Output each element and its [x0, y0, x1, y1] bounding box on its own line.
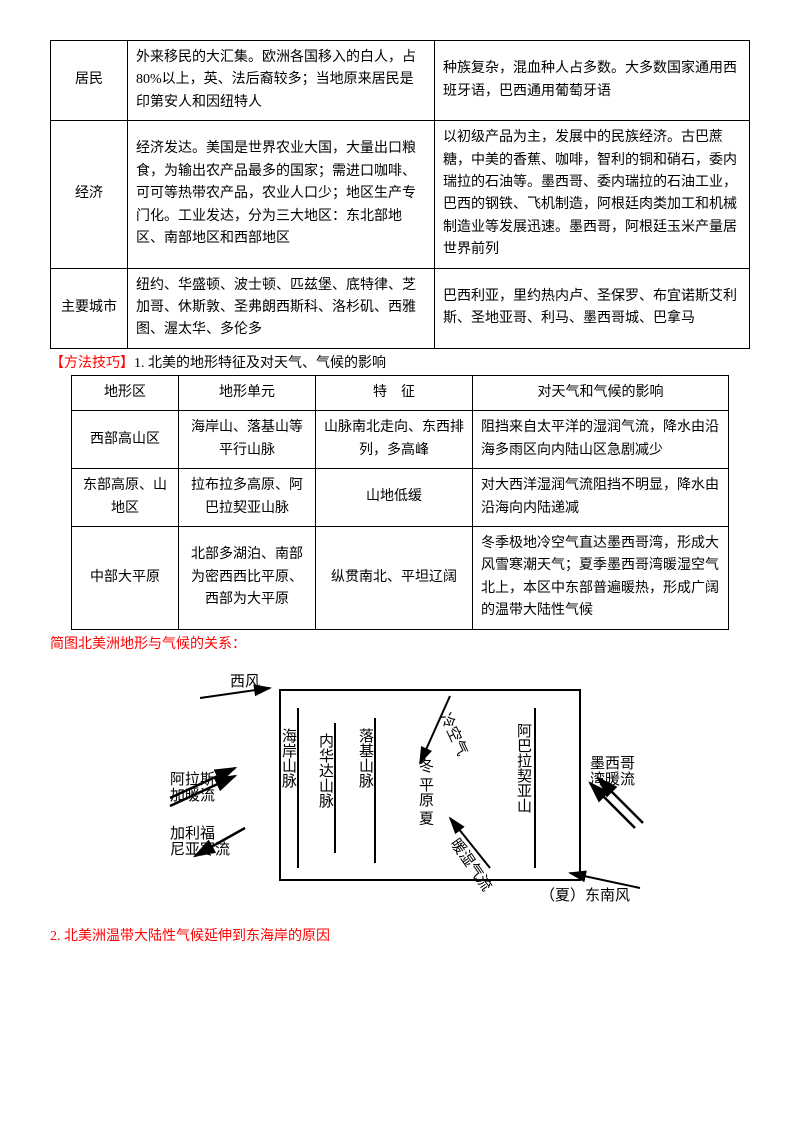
table-row: 主要城市 纽约、华盛顿、波士顿、匹兹堡、底特律、芝加哥、休斯敦、圣弗朗西斯科、洛… [51, 268, 750, 348]
header-cell: 对天气和气候的影响 [473, 376, 729, 411]
cell: 山地低缓 [316, 469, 473, 527]
method-label: 【方法技巧】 [50, 356, 134, 371]
cell: 北部多湖泊、南部为密西西比平原、西部为大平原 [179, 527, 316, 630]
label-xifeng: 西风 [230, 673, 260, 690]
label-luoji: 落基山脉 [357, 728, 374, 788]
label-neihuada: 内华达山脉 [317, 733, 334, 808]
cell: 拉布拉多高原、阿巴拉契亚山脉 [179, 469, 316, 527]
cell: 海岸山、落基山等平行山脉 [179, 411, 316, 469]
label-moxige: 墨西哥湾暖流 [590, 756, 635, 788]
table-row: 经济 经济发达。美国是世界农业大国，大量出口粮食，为输出农产品最多的国家；需进口… [51, 121, 750, 268]
terrain-table: 地形区 地形单元 特 征 对天气和气候的影响 西部高山区 海岸山、落基山等平行山… [71, 375, 729, 630]
label-lengkongqi: 冷空气 [436, 710, 470, 758]
table-row: 东部高原、山地区 拉布拉多高原、阿巴拉契亚山脉 山地低缓 对大西洋湿润气流阻挡不… [72, 469, 729, 527]
cell: 冬季极地冷空气直达墨西哥湾，形成大风雪寒潮天气；夏季墨西哥湾暖湿空气北上，本区中… [473, 527, 729, 630]
comparison-table: 居民 外来移民的大汇集。欧洲各国移入的白人，占 80%以上，英、法后裔较多；当地… [50, 40, 750, 349]
cell: 对大西洋湿润气流阻挡不明显，降水由沿海向内陆递减 [473, 469, 729, 527]
relation-text: 简图北美洲地形与气候的关系： [50, 634, 750, 656]
cell-left: 经济发达。美国是世界农业大国，大量出口粮食，为输出农产品最多的国家；需进口咖啡、… [128, 121, 435, 268]
cell: 纵贯南北、平坦辽阔 [316, 527, 473, 630]
cell-right: 种族复杂，混血种人占多数。大多数国家通用西班牙语，巴西通用葡萄牙语 [435, 41, 750, 121]
method-line: 【方法技巧】1. 北美的地形特征及对天气、气候的影响 [50, 353, 750, 375]
label-alasijia: 阿拉斯加暖流 [170, 771, 215, 804]
method-text: 1. 北美的地形特征及对天气、气候的影响 [134, 356, 386, 371]
cell: 阻挡来自太平洋的湿润气流，降水由沿海多雨区向内陆山区急剧减少 [473, 411, 729, 469]
row-label: 居民 [51, 41, 128, 121]
climate-diagram: 西风 阿拉斯加暖流 加利福尼亚寒流 海岸山脉 内华达山脉 落基山脉 冷空气 冬 … [50, 668, 750, 916]
label-jialifuniya: 加利福尼亚寒流 [170, 825, 230, 858]
label-dongnanfeng: （夏）东南风 [540, 887, 630, 904]
row-label: 经济 [51, 121, 128, 268]
cell: 东部高原、山地区 [72, 469, 179, 527]
header-cell: 地形区 [72, 376, 179, 411]
label-abalaqi: 阿巴拉契亚山 [515, 723, 532, 813]
cell-left: 外来移民的大汇集。欧洲各国移入的白人，占 80%以上，英、法后裔较多；当地原来居… [128, 41, 435, 121]
cell: 山脉南北走向、东西排列，多高峰 [316, 411, 473, 469]
cell: 中部大平原 [72, 527, 179, 630]
table-row: 居民 外来移民的大汇集。欧洲各国移入的白人，占 80%以上，英、法后裔较多；当地… [51, 41, 750, 121]
table-row: 西部高山区 海岸山、落基山等平行山脉 山脉南北走向、东西排列，多高峰 阻挡来自太… [72, 411, 729, 469]
header-cell: 地形单元 [179, 376, 316, 411]
footer-text: 2. 北美洲温带大陆性气候延伸到东海岸的原因 [50, 926, 750, 948]
cell-right: 巴西利亚，里约热内卢、圣保罗、布宜诺斯艾利斯、圣地亚哥、利马、墨西哥城、巴拿马 [435, 268, 750, 348]
label-dongpingyuan: 冬 平原 夏 [417, 758, 434, 826]
table-header-row: 地形区 地形单元 特 征 对天气和气候的影响 [72, 376, 729, 411]
cell-right: 以初级产品为主，发展中的民族经济。古巴蔗糖，中美的香蕉、咖啡，智利的铜和硝石，委… [435, 121, 750, 268]
header-cell: 特 征 [316, 376, 473, 411]
label-haian: 海岸山脉 [280, 728, 297, 788]
row-label: 主要城市 [51, 268, 128, 348]
table-row: 中部大平原 北部多湖泊、南部为密西西比平原、西部为大平原 纵贯南北、平坦辽阔 冬… [72, 527, 729, 630]
diagram-svg: 西风 阿拉斯加暖流 加利福尼亚寒流 海岸山脉 内华达山脉 落基山脉 冷空气 冬 … [140, 668, 660, 908]
cell: 西部高山区 [72, 411, 179, 469]
cell-left: 纽约、华盛顿、波士顿、匹兹堡、底特律、芝加哥、休斯敦、圣弗朗西斯科、洛杉矶、西雅… [128, 268, 435, 348]
